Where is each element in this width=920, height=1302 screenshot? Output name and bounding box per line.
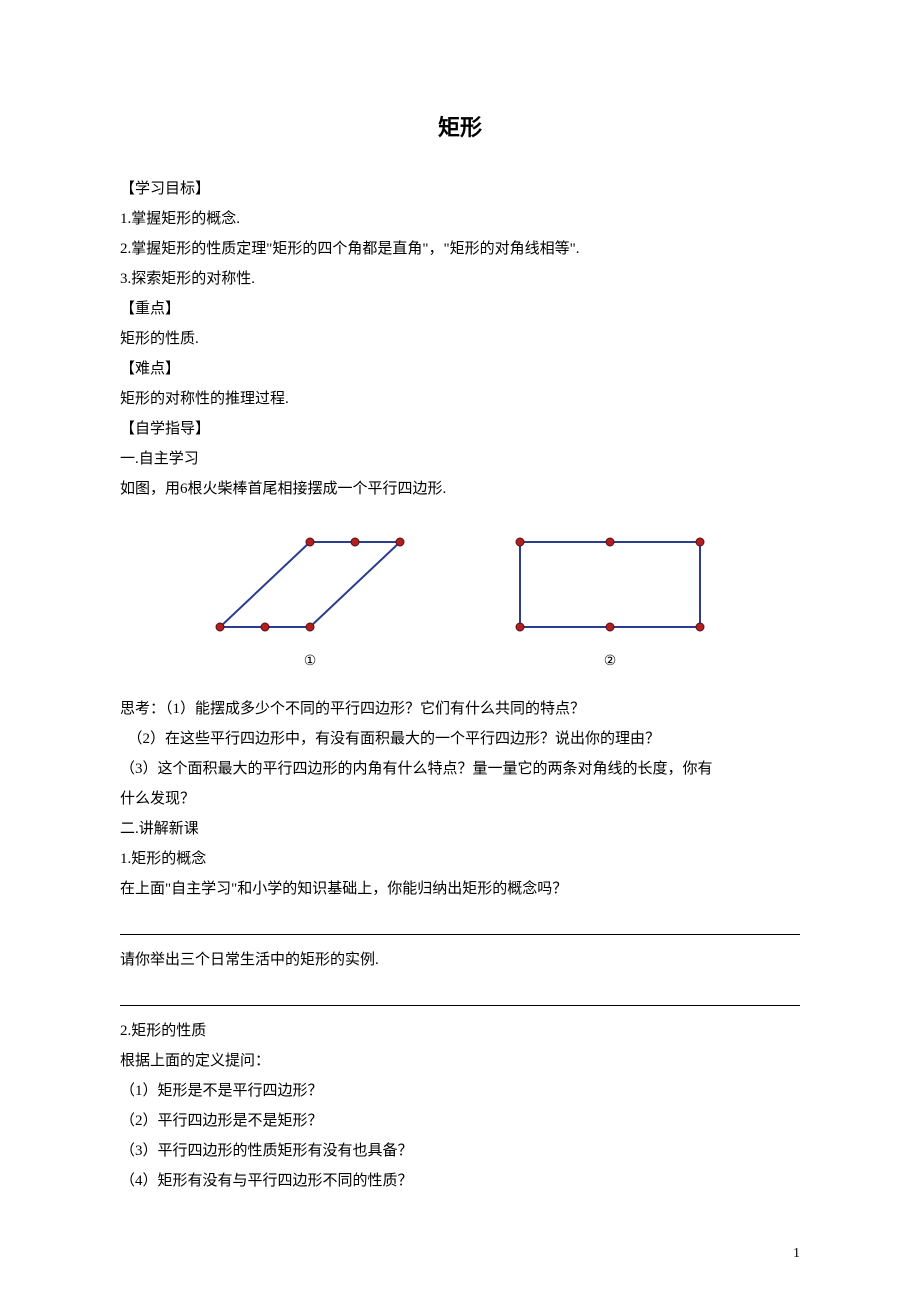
objectives-heading: 【学习目标】: [120, 174, 800, 204]
think-1: 思考：（1）能摆成多少个不同的平行四边形？它们有什么共同的特点？: [120, 694, 800, 724]
objective-3: 3.探索矩形的对称性.: [120, 264, 800, 294]
key-heading: 【重点】: [120, 294, 800, 324]
lecture-2-intro: 根据上面的定义提问：: [120, 1046, 800, 1076]
figures-row: ① ②: [120, 522, 800, 670]
page-number: 1: [793, 1246, 800, 1262]
figure-1-caption: ①: [304, 653, 317, 670]
figure-1-wrap: ①: [195, 522, 425, 670]
lecture-1: 1.矩形的概念: [120, 844, 800, 874]
think-2: （2）在这些平行四边形中，有没有面积最大的一个平行四边形？说出你的理由？: [120, 724, 800, 754]
lecture-q1: （1）矩形是不是平行四边形？: [120, 1076, 800, 1106]
lecture-q2: （2）平行四边形是不是矩形？: [120, 1106, 800, 1136]
figure-2-caption: ②: [604, 653, 617, 670]
objective-1: 1.掌握矩形的概念.: [120, 204, 800, 234]
selfstudy-heading: 【自学指导】: [120, 414, 800, 444]
objective-2: 2.掌握矩形的性质定理"矩形的四个角都是直角"，"矩形的对角线相等".: [120, 234, 800, 264]
blank-line-2: [120, 985, 800, 1006]
lecture-q3: （3）平行四边形的性质矩形有没有也具备？: [120, 1136, 800, 1166]
think-3: （3）这个面积最大的平行四边形的内角有什么特点？量一量它的两条对角线的长度，你有: [120, 754, 800, 784]
lecture-2: 2.矩形的性质: [120, 1016, 800, 1046]
parallelogram-figure: [195, 522, 425, 647]
page-title: 矩形: [120, 110, 800, 142]
key-body: 矩形的性质.: [120, 324, 800, 354]
selfstudy-sub1: 一.自主学习: [120, 444, 800, 474]
difficulty-body: 矩形的对称性的推理过程.: [120, 384, 800, 414]
lecture-1-task: 请你举出三个日常生活中的矩形的实例.: [120, 945, 800, 975]
think-3b: 什么发现？: [120, 784, 800, 814]
difficulty-heading: 【难点】: [120, 354, 800, 384]
blank-line-1: [120, 914, 800, 935]
figure-2-wrap: ②: [495, 522, 725, 670]
page-container: 矩形 【学习目标】 1.掌握矩形的概念. 2.掌握矩形的性质定理"矩形的四个角都…: [0, 0, 920, 1302]
rectangle-figure: [495, 522, 725, 647]
lecture-heading: 二.讲解新课: [120, 814, 800, 844]
lecture-1-body: 在上面"自主学习"和小学的知识基础上，你能归纳出矩形的概念吗？: [120, 874, 800, 904]
selfstudy-intro: 如图，用6根火柴棒首尾相接摆成一个平行四边形.: [120, 474, 800, 504]
lecture-q4: （4）矩形有没有与平行四边形不同的性质？: [120, 1166, 800, 1196]
